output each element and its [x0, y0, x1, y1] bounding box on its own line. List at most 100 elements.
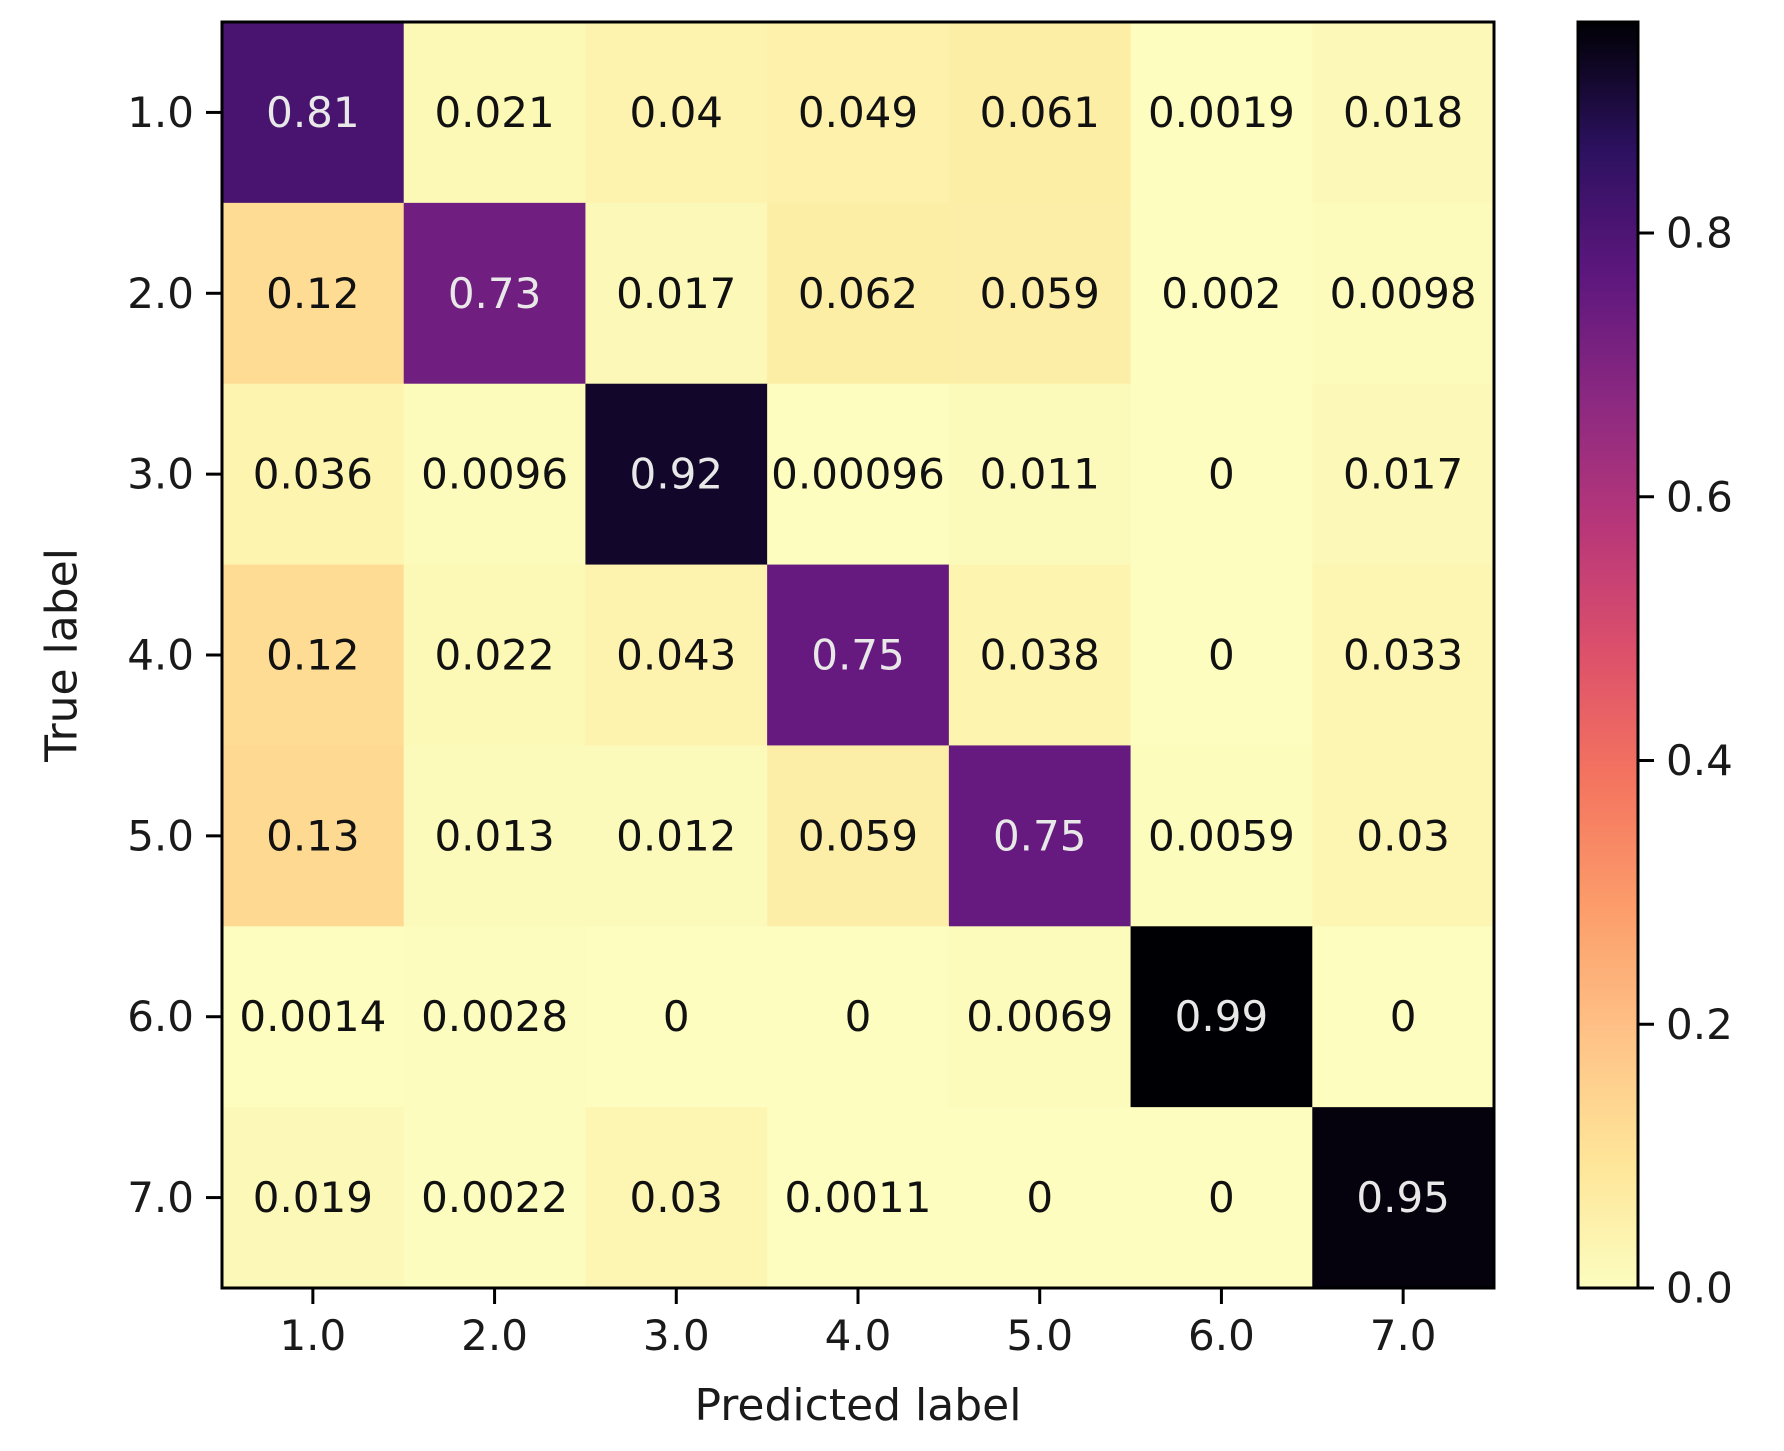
colorbar — [1576, 20, 1640, 1290]
cell-value-label: 0.03 — [630, 1173, 724, 1222]
cell-value-label: 0.73 — [448, 269, 542, 318]
heatmap-cell — [1312, 926, 1495, 1108]
cell-value-label: 0.049 — [798, 88, 918, 137]
cell-value-label: 0.0011 — [785, 1173, 932, 1222]
cell-value-label: 0.036 — [253, 450, 373, 499]
cell-value-label: 0.017 — [1343, 450, 1463, 499]
y-axis-ticks: 1.0 2.0 3.0 4.0 5.0 6.0 7.0 — [127, 88, 222, 1222]
cell-value-label: 0.12 — [266, 631, 360, 680]
heatmap-cell — [1130, 1107, 1313, 1289]
cell-value-label: 0.033 — [1343, 631, 1463, 680]
cell-value-label: 0.81 — [266, 88, 360, 137]
heatmap-cell — [1312, 202, 1495, 385]
heatmap-cell — [222, 383, 405, 566]
cell-value-label: 0.059 — [798, 811, 918, 860]
heatmap-cell — [222, 926, 405, 1108]
cell-value-label: 0.013 — [434, 811, 554, 860]
cell-value-label: 0.99 — [1175, 992, 1269, 1041]
heatmap-cell — [403, 383, 586, 566]
y-tick-label: 7.0 — [127, 1173, 194, 1222]
x-tick-label: 4.0 — [825, 1311, 892, 1360]
cell-value-label: 0.019 — [253, 1173, 373, 1222]
cell-value-label: 0 — [1026, 1173, 1053, 1222]
heatmap-cell — [767, 745, 950, 927]
heatmap-cell — [948, 745, 1132, 927]
y-axis-label: True label — [37, 548, 88, 763]
colorbar-tick-label: 0.6 — [1666, 472, 1733, 521]
cell-value-label: 0 — [1208, 1173, 1235, 1222]
heatmap-cell — [1312, 1107, 1495, 1289]
cell-value-label: 0.061 — [980, 88, 1100, 137]
cell-value-label: 0.13 — [266, 811, 360, 860]
heatmap-cell — [1130, 202, 1313, 385]
cell-value-label: 0.95 — [1356, 1173, 1450, 1222]
cell-value-label: 0 — [1208, 450, 1235, 499]
cell-value-label: 0.018 — [1343, 88, 1463, 137]
y-tick-label: 6.0 — [127, 992, 194, 1041]
heatmap-cell — [767, 383, 950, 566]
cell-value-label: 0.0098 — [1330, 269, 1477, 318]
heatmap-cell — [403, 22, 586, 204]
heatmap-cell — [948, 22, 1132, 204]
cell-value-labels: 0.81 0.021 0.04 0.049 0.061 0.0019 0.018 0.12 0.… — [239, 88, 1476, 1222]
cell-value-label: 0.03 — [1356, 811, 1450, 860]
heatmap-cell — [948, 202, 1132, 385]
heatmap-cell — [403, 564, 586, 746]
cell-value-label: 0.038 — [980, 631, 1100, 680]
y-tick-label: 5.0 — [127, 811, 194, 860]
cell-value-label: 0 — [663, 992, 690, 1041]
heatmap-cell — [948, 564, 1132, 746]
x-tick-label: 2.0 — [461, 1311, 528, 1360]
cell-value-label: 0.0069 — [966, 992, 1113, 1041]
heatmap-cell — [585, 22, 768, 204]
heatmap-cell — [585, 1107, 768, 1289]
cell-value-label: 0.0096 — [421, 450, 568, 499]
colorbar-ticks: 0.0 0.2 0.4 0.6 0.8 — [1638, 209, 1733, 1313]
heatmap-cell — [222, 745, 405, 927]
heatmap-cell — [1130, 926, 1313, 1108]
colorbar-tick-label: 0.4 — [1666, 736, 1733, 785]
cell-value-label: 0.0028 — [421, 992, 568, 1041]
x-tick-label: 3.0 — [643, 1311, 710, 1360]
y-tick-label: 2.0 — [127, 269, 194, 318]
cell-value-label: 0.062 — [798, 269, 918, 318]
cell-value-label: 0.022 — [434, 631, 554, 680]
heatmap-cell — [1312, 564, 1495, 746]
heatmap-cell — [767, 1107, 950, 1289]
y-tick-label: 3.0 — [127, 450, 194, 499]
cell-value-label: 0.0059 — [1148, 811, 1295, 860]
cell-value-label: 0.00096 — [771, 450, 945, 499]
heatmap-cell — [585, 745, 768, 927]
heatmap-cell — [767, 564, 950, 746]
cell-value-label: 0.011 — [980, 450, 1100, 499]
heatmap-cell — [767, 22, 950, 204]
heatmap-cell — [585, 202, 768, 385]
x-axis-ticks: 1.0 2.0 3.0 4.0 5.0 6.0 7.0 — [279, 1288, 1437, 1360]
cell-value-label: 0.12 — [266, 269, 360, 318]
heatmap-cells — [222, 22, 1495, 1289]
heatmap-cell — [767, 202, 950, 385]
heatmap-cell — [585, 926, 768, 1108]
heatmap-cell — [767, 926, 950, 1108]
heatmap-cell — [948, 1107, 1132, 1289]
colorbar-tick-label: 0.2 — [1666, 1000, 1733, 1049]
heatmap-cell — [222, 202, 405, 385]
y-tick-label: 1.0 — [127, 88, 194, 137]
heatmap-cell — [1312, 22, 1495, 204]
heatmap-cell — [403, 745, 586, 927]
heatmap-cell — [1130, 745, 1313, 927]
heatmap-cell — [1312, 745, 1495, 927]
heatmap-cell — [403, 1107, 586, 1289]
cell-value-label: 0.92 — [630, 450, 724, 499]
heatmap-cell — [1130, 22, 1313, 204]
cell-value-label: 0.0022 — [421, 1173, 568, 1222]
cell-value-label: 0.002 — [1161, 269, 1281, 318]
heatmap-cell — [948, 926, 1132, 1108]
heatmap-cell — [948, 383, 1132, 566]
cell-value-label: 0.0019 — [1148, 88, 1295, 137]
cell-value-label: 0.04 — [630, 88, 724, 137]
heatmap-cell — [222, 1107, 405, 1289]
cell-value-label: 0 — [1390, 992, 1417, 1041]
